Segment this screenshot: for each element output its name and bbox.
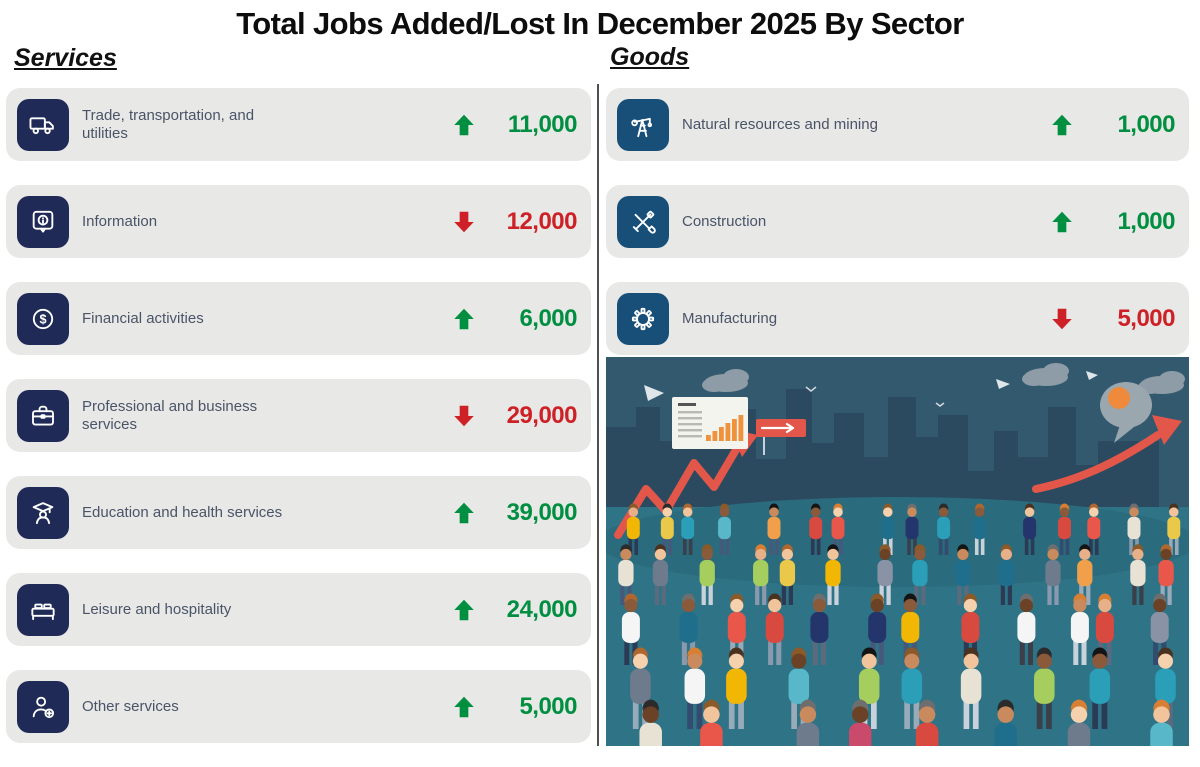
- gear-icon: [617, 292, 669, 345]
- crowd-illustration: [606, 357, 1189, 746]
- services-column: Trade, transportation, and utilities 11,0…: [6, 88, 591, 767]
- sector-label: Trade, transportation, and utilities: [82, 106, 255, 142]
- sector-value: 12,000: [506, 207, 578, 235]
- sector-label: Information: [82, 212, 158, 230]
- briefcase-icon: [17, 389, 69, 442]
- sector-row: Natural resources and mining 1,000: [606, 88, 1189, 161]
- up-arrow-icon: [451, 306, 477, 332]
- sector-label: Construction: [682, 212, 767, 230]
- sector-label: Financial activities: [82, 309, 204, 327]
- up-arrow-icon: [451, 597, 477, 623]
- graduate-icon: [17, 486, 69, 539]
- sector-row: Information 12,000: [6, 185, 591, 258]
- sector-value: 39,000: [506, 498, 578, 526]
- services-heading: Services: [14, 44, 117, 72]
- sector-row: Other services 5,000: [6, 670, 591, 743]
- column-divider: [597, 84, 599, 746]
- sector-label: Manufacturing: [682, 309, 778, 327]
- sector-row: Leisure and hospitality 24,000: [6, 573, 591, 646]
- sector-value: 24,000: [506, 595, 578, 623]
- sector-label: Other services: [82, 697, 179, 715]
- down-arrow-icon: [451, 403, 477, 429]
- sector-value: 1,000: [1117, 110, 1175, 138]
- crossed-tools-icon: [617, 195, 669, 248]
- page-title: Total Jobs Added/Lost In December 2025 B…: [236, 6, 964, 41]
- dollar-circle-icon: $: [17, 292, 69, 345]
- sector-row: Manufacturing 5,000: [606, 282, 1189, 355]
- info-bubble-icon: [17, 195, 69, 248]
- bed-icon: [17, 583, 69, 636]
- sector-row: Education and health services 39,000: [6, 476, 591, 549]
- up-arrow-icon: [451, 500, 477, 526]
- svg-text:$: $: [39, 312, 46, 326]
- oil-derrick-icon: [617, 98, 669, 151]
- sector-value: 5,000: [1117, 304, 1175, 332]
- down-arrow-icon: [451, 209, 477, 235]
- goods-heading: Goods: [610, 43, 690, 71]
- person-plus-icon: [17, 680, 69, 733]
- sector-label: Education and health services: [82, 503, 283, 521]
- sector-label: Leisure and hospitality: [82, 600, 232, 618]
- up-arrow-icon: [451, 112, 477, 138]
- sector-value: 5,000: [519, 692, 577, 720]
- up-arrow-icon: [451, 694, 477, 720]
- sector-row: Professional and business services 29,000: [6, 379, 591, 452]
- sector-row: $ Financial activities 6,000: [6, 282, 591, 355]
- sector-row: Construction 1,000: [606, 185, 1189, 258]
- up-arrow-icon: [1049, 209, 1075, 235]
- truck-icon: [17, 98, 69, 151]
- up-arrow-icon: [1049, 112, 1075, 138]
- sector-label: Professional and business services: [82, 397, 258, 433]
- sector-label: Natural resources and mining: [682, 115, 878, 133]
- sector-value: 6,000: [519, 304, 577, 332]
- goods-column: Natural resources and mining 1,000 Constru…: [606, 88, 1189, 379]
- sector-value: 11,000: [507, 110, 578, 138]
- sector-row: Trade, transportation, and utilities 11,0…: [6, 88, 591, 161]
- sector-value: 1,000: [1117, 207, 1175, 235]
- sector-value: 29,000: [506, 401, 578, 429]
- down-arrow-icon: [1049, 306, 1075, 332]
